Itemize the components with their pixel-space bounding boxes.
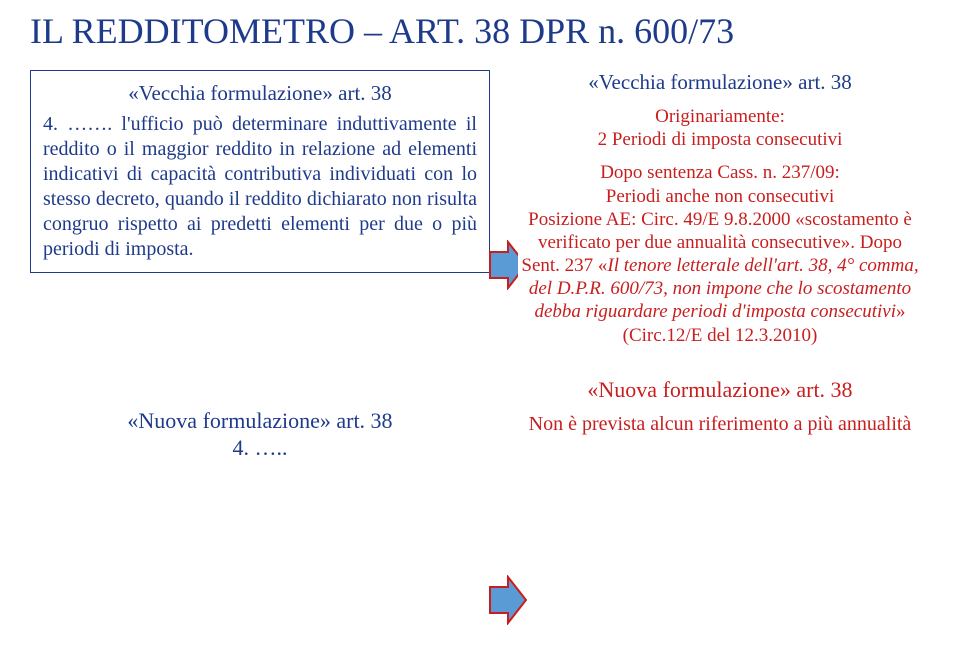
nuova-right-body: Non è prevista alcun riferimento a più a…	[520, 413, 920, 436]
nuova-left-line1: «Nuova formulazione» art. 38	[127, 408, 392, 433]
nuova-left-line2: 4. …..	[233, 435, 288, 460]
vecchia-left-box: «Vecchia formulazione» art. 38 4. ……. l'…	[30, 70, 490, 273]
vecchia-right-body: Originariamente: 2 Periodi di imposta co…	[520, 105, 920, 347]
nuova-left-heading: «Nuova formulazione» art. 38 4. …..	[30, 407, 490, 462]
page-title: IL REDDITOMETRO – ART. 38 DPR n. 600/73	[30, 10, 930, 52]
nuova-right-heading: «Nuova formulazione» art. 38	[520, 377, 920, 403]
orig-line2: 2 Periodi di imposta consecutivi	[520, 128, 920, 151]
arrow-right-icon	[488, 575, 528, 625]
content-row: «Vecchia formulazione» art. 38 4. ……. l'…	[30, 70, 930, 347]
vecchia-right-heading: «Vecchia formulazione» art. 38	[520, 70, 920, 95]
vecchia-left-body: 4. ……. l'ufficio può determinare indutti…	[43, 112, 477, 262]
arrow-right-bottom	[488, 575, 528, 630]
bottom-row: «Nuova formulazione» art. 38 4. ….. «Nuo…	[30, 377, 930, 462]
arrow-right-top	[488, 240, 518, 290]
bottom-left: «Nuova formulazione» art. 38 4. …..	[30, 377, 490, 462]
left-column: «Vecchia formulazione» art. 38 4. ……. l'…	[30, 70, 490, 347]
vecchia-left-heading: «Vecchia formulazione» art. 38	[43, 81, 477, 106]
right-column: «Vecchia formulazione» art. 38 Originari…	[520, 70, 920, 347]
arrow-right-icon	[488, 240, 518, 290]
dopo-line2: Periodi anche non consecutivi	[606, 186, 834, 207]
bottom-right: «Nuova formulazione» art. 38 Non è previ…	[520, 377, 920, 436]
dopo-block: Dopo sentenza Cass. n. 237/09: Periodi a…	[520, 161, 920, 346]
dopo-line1: Dopo sentenza Cass. n. 237/09:	[600, 162, 840, 183]
orig-line1: Originariamente:	[520, 105, 920, 128]
